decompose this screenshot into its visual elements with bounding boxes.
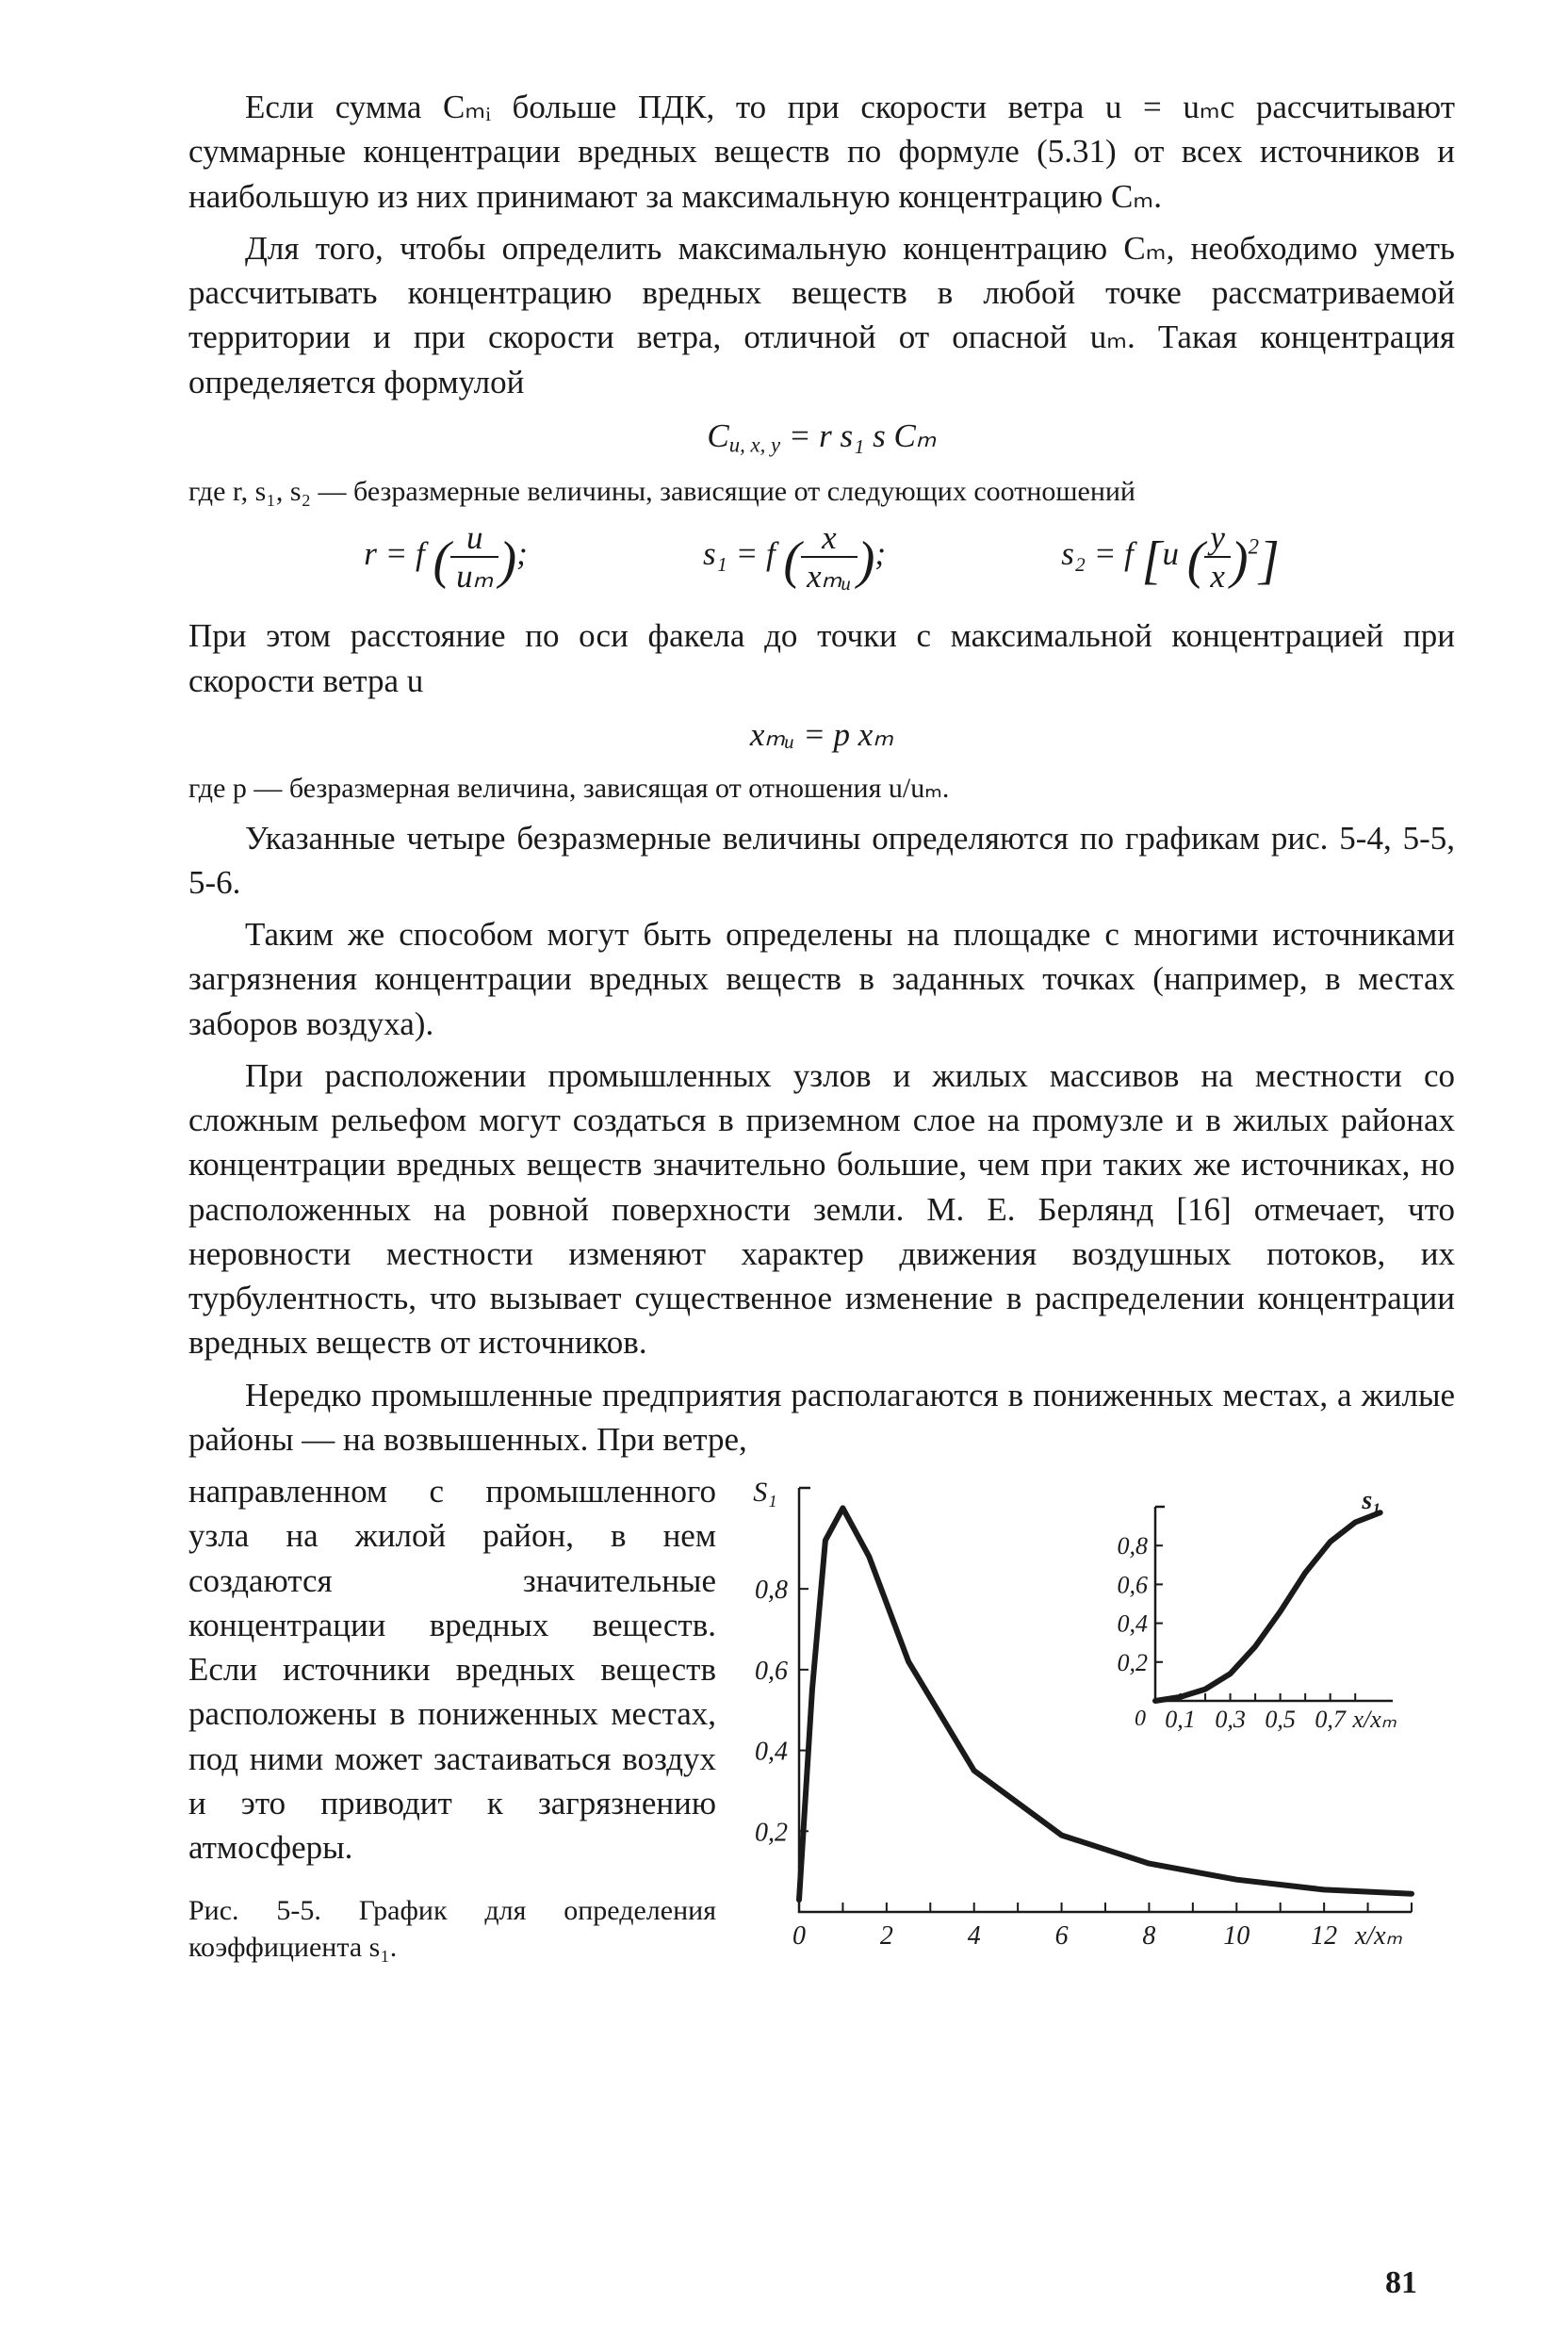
bottom-text-column: направленном с промышленного узла на жил…	[188, 1469, 716, 1994]
svg-text:0,7: 0,7	[1315, 1706, 1347, 1733]
s2-den: x	[1204, 558, 1231, 593]
note-small: где r, s₁, s₂ — безразмерные величины, з…	[188, 473, 1455, 512]
svg-text:0,2: 0,2	[755, 1818, 788, 1847]
svg-text:10: 10	[1223, 1921, 1250, 1951]
s1-num: x	[801, 521, 858, 558]
paragraph: Указанные четыре безразмерные величины о…	[188, 816, 1455, 906]
formula-rhs: = r s₁ s Cₘ	[780, 417, 937, 454]
formula-s1: s₁ = f (xxₘᵤ);	[703, 521, 886, 597]
svg-text:0: 0	[1135, 1707, 1146, 1731]
svg-text:4: 4	[968, 1921, 981, 1951]
formula-text: xₘᵤ = p xₘ	[750, 716, 893, 753]
r-lhs: r = f	[364, 535, 424, 572]
svg-text:12: 12	[1311, 1921, 1337, 1951]
svg-text:0,5: 0,5	[1265, 1706, 1296, 1733]
s2-lhs: s₂ = f	[1061, 535, 1134, 572]
svg-text:2: 2	[880, 1921, 893, 1951]
formula-row: r = f (uuₘ); s₁ = f (xxₘᵤ); s₂ = f [u (y…	[188, 521, 1455, 597]
svg-text:0,8: 0,8	[755, 1576, 788, 1605]
svg-text:S₁: S₁	[753, 1477, 776, 1508]
page: Если сумма Cₘᵢ больше ПДК, то при скорос…	[0, 0, 1568, 2352]
note-small: где p — безразмерная величина, зависящая…	[188, 770, 1455, 808]
paragraph: Таким же способом могут быть определены …	[188, 912, 1455, 1046]
s1-den: xₘᵤ	[801, 558, 858, 593]
formula-lhs: C	[707, 417, 728, 454]
paragraph: направленном с промышленного узла на жил…	[188, 1469, 716, 1870]
svg-text:0,6: 0,6	[755, 1657, 788, 1686]
svg-text:x/xₘ: x/xₘ	[1351, 1706, 1396, 1733]
svg-text:0,1: 0,1	[1165, 1706, 1196, 1733]
paragraph: При этом расстояние по оси факела до точ…	[188, 613, 1455, 703]
svg-text:0,3: 0,3	[1215, 1706, 1246, 1733]
paragraph: Если сумма Cₘᵢ больше ПДК, то при скорос…	[188, 85, 1455, 219]
s1-lhs: s₁ = f	[703, 535, 776, 572]
bottom-columns: направленном с промышленного узла на жил…	[188, 1469, 1455, 1994]
s2-num: y	[1204, 521, 1231, 558]
svg-text:x/xₘ: x/xₘ	[1354, 1921, 1403, 1951]
svg-text:0,2: 0,2	[1118, 1649, 1149, 1676]
r-den: uₘ	[450, 558, 498, 593]
formula-xmu: xₘᵤ = p xₘ	[188, 712, 1455, 757]
figure-5-5: 2 4 6 8 10 12 0 x/xₘ 0,2 0,4 0,6 0,8 S₁ 0,2 0,4 0,6 0,8 0…	[733, 1469, 1455, 1975]
paragraph: Нередко промышленные предприятия распола…	[188, 1373, 1455, 1462]
r-num: u	[450, 521, 498, 558]
svg-text:0,4: 0,4	[1118, 1610, 1149, 1638]
svg-text:0,8: 0,8	[1118, 1532, 1149, 1560]
svg-text:0: 0	[792, 1921, 806, 1951]
svg-text:0,6: 0,6	[1118, 1571, 1149, 1598]
formula-r: r = f (uuₘ);	[364, 521, 528, 597]
formula-sub: u, x, y	[729, 433, 780, 456]
svg-text:6: 6	[1055, 1921, 1069, 1951]
formula-cuxy: Cu, x, y = r s₁ s Cₘ	[188, 414, 1455, 460]
chart-svg: 2 4 6 8 10 12 0 x/xₘ 0,2 0,4 0,6 0,8 S₁ 0,2 0,4 0,6 0,8 0…	[733, 1469, 1449, 1968]
s2-u: u	[1162, 535, 1179, 572]
page-number: 81	[1385, 2262, 1417, 2305]
paragraph: При расположении промышленных узлов и жи…	[188, 1054, 1455, 1365]
svg-text:0,4: 0,4	[755, 1738, 788, 1767]
svg-text:8: 8	[1142, 1921, 1155, 1951]
formula-s2: s₂ = f [u (yx)2]	[1061, 521, 1279, 597]
figure-caption: Рис. 5-5. График для определения коэффиц…	[188, 1892, 716, 1966]
paragraph: Для того, чтобы определить максимальную …	[188, 226, 1455, 404]
